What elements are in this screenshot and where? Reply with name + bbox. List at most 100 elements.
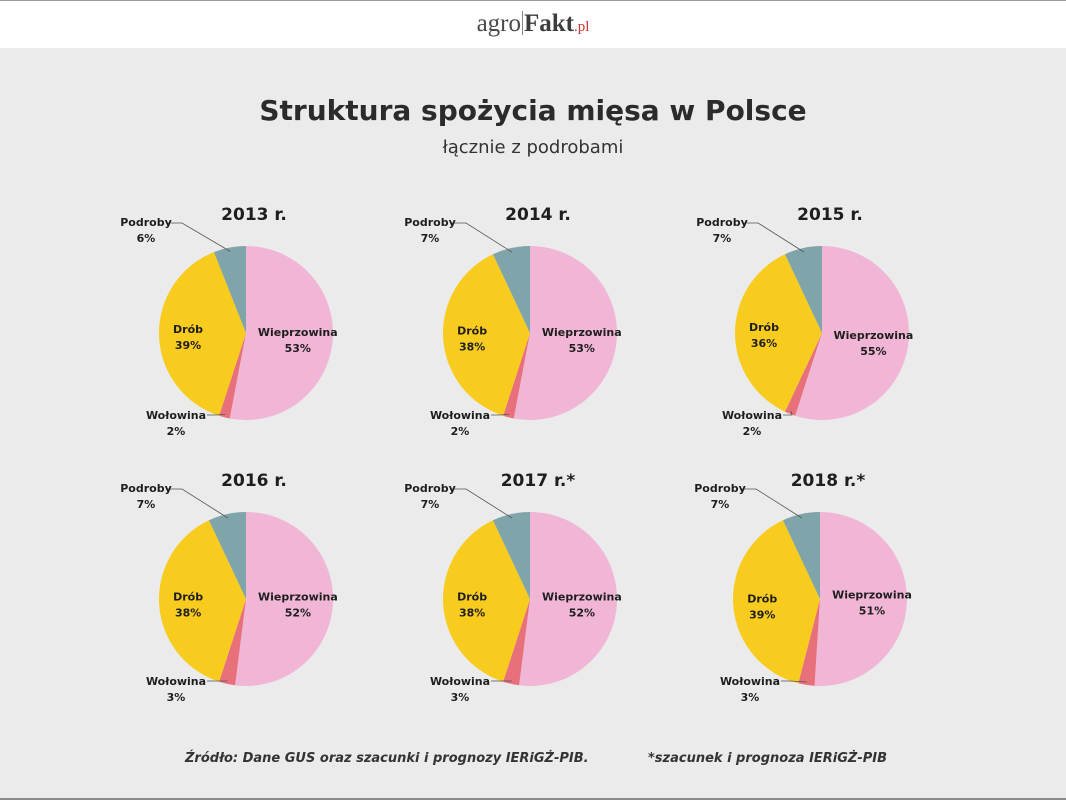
pie-slice-wieprzowina (795, 246, 910, 420)
slice-value-wolowina: 2% (167, 425, 186, 438)
pie-slice-drob (443, 520, 530, 682)
logo-divider (522, 11, 523, 35)
slice-label-drob: Drób (457, 591, 487, 604)
slice-label-wolowina: Wołowina (430, 409, 490, 422)
logo-text-fakt: Fakt (524, 10, 574, 37)
logo-text-agro: agro (476, 10, 521, 37)
slice-label-wieprzowina: Wieprzowina (832, 589, 912, 602)
slice-label-drob: Drób (747, 592, 777, 605)
slice-value-wieprzowina: 52% (285, 606, 311, 619)
leader-line-podroby (450, 222, 513, 253)
logo-text-pl: .pl (574, 19, 590, 35)
pie-slice-wieprzowina (519, 512, 618, 687)
leader-line-podroby (742, 222, 805, 253)
slice-label-podroby: Podroby (120, 216, 172, 229)
slice-label-drob: Drób (173, 591, 203, 604)
forecast-note: *szacunek i prognoza IERiGŻ-PIB (648, 751, 888, 766)
pie-slice-wolowina (798, 599, 820, 686)
leader-line-podroby (166, 222, 231, 252)
slice-label-wieprzowina: Wieprzowina (833, 329, 913, 342)
slice-value-drob: 38% (175, 607, 201, 620)
pie-chart-2013-r: 2013 r. Wieprzowina 53% Drób 39% Podroby 6% Woł… (120, 205, 337, 438)
pie-title: 2017 r.* (501, 471, 576, 491)
pie-slice-drob (735, 254, 822, 412)
slice-value-wolowina: 3% (741, 691, 760, 704)
leader-line-podroby (740, 488, 803, 519)
leader-line-wolowina (207, 414, 226, 416)
slice-label-wolowina: Wołowina (430, 675, 490, 688)
slice-label-wolowina: Wołowina (146, 409, 206, 422)
pie-slice-podroby (492, 246, 530, 333)
leader-line-podroby (166, 488, 229, 519)
slice-value-wolowina: 2% (451, 425, 470, 438)
slice-label-podroby: Podroby (694, 482, 746, 495)
slice-value-podroby: 7% (713, 232, 732, 245)
slice-label-wieprzowina: Wieprzowina (258, 590, 338, 603)
pie-slice-wieprzowina (814, 512, 907, 686)
slice-value-podroby: 7% (137, 498, 156, 511)
slice-value-drob: 39% (175, 339, 201, 352)
pie-chart-2018-r: 2018 r.* Wieprzowina 51% Drób 39% Podroby 7% Wo… (694, 471, 912, 704)
pie-slice-drob (159, 520, 246, 682)
pie-slice-podroby (208, 512, 246, 599)
slice-value-podroby: 6% (137, 232, 156, 245)
pie-slice-wolowina (784, 333, 822, 416)
slice-value-wieprzowina: 55% (860, 345, 886, 358)
pie-title: 2014 r. (505, 205, 571, 225)
slice-label-wolowina: Wołowina (722, 409, 782, 422)
slice-label-podroby: Podroby (404, 482, 456, 495)
slice-value-wolowina: 3% (167, 691, 186, 704)
pie-slice-drob (732, 520, 820, 684)
slice-label-wolowina: Wołowina (720, 675, 780, 688)
pie-slice-wolowina (503, 599, 530, 686)
slice-value-wieprzowina: 53% (285, 342, 311, 355)
slice-value-drob: 38% (459, 607, 485, 620)
slice-value-podroby: 7% (711, 498, 730, 511)
pie-chart-2017-r: 2017 r.* Wieprzowina 52% Drób 38% Podroby 7% Wo… (404, 471, 622, 704)
pie-title: 2015 r. (797, 205, 863, 225)
pie-title: 2013 r. (221, 205, 287, 225)
slice-value-drob: 39% (749, 608, 775, 621)
slice-value-drob: 36% (751, 337, 777, 350)
header-bar: agro Fakt.pl (0, 0, 1066, 48)
pie-chart-2014-r: 2014 r. Wieprzowina 53% Drób 38% Podroby 7% Woł… (404, 205, 621, 438)
pie-slice-wolowina (219, 333, 246, 419)
slice-value-wieprzowina: 52% (569, 606, 595, 619)
slice-value-wolowina: 3% (451, 691, 470, 704)
pie-slice-drob (159, 252, 246, 416)
slice-value-podroby: 7% (421, 232, 440, 245)
pie-slice-podroby (492, 512, 530, 599)
leader-line-wolowina (781, 680, 807, 683)
slice-label-wieprzowina: Wieprzowina (258, 326, 338, 339)
source-note: Źródło: Dane GUS oraz szacunki i prognoz… (185, 751, 589, 766)
pie-slice-drob (443, 254, 530, 416)
leader-line-podroby (450, 488, 513, 519)
slice-label-podroby: Podroby (404, 216, 456, 229)
site-logo[interactable]: agro Fakt.pl (0, 9, 1066, 42)
leader-line-wolowina (783, 411, 793, 416)
slice-label-drob: Drób (457, 325, 487, 338)
chart-title: Struktura spożycia mięsa w Polsce (259, 94, 807, 127)
slice-label-wieprzowina: Wieprzowina (542, 590, 622, 603)
bottom-border (0, 798, 1066, 800)
pie-title: 2016 r. (221, 471, 287, 491)
slice-label-wolowina: Wołowina (146, 675, 206, 688)
slice-label-drob: Drób (749, 321, 779, 334)
pie-title: 2018 r.* (791, 471, 866, 491)
slice-value-drob: 38% (459, 341, 485, 354)
pie-slice-podroby (784, 246, 822, 333)
slice-label-drob: Drób (173, 323, 203, 336)
pie-chart-2015-r: 2015 r. Wieprzowina 55% Drób 36% Podroby 7% Woł… (696, 205, 913, 438)
leader-line-wolowina (491, 414, 510, 416)
pie-slice-wolowina (219, 599, 246, 686)
pie-chart-2016-r: 2016 r. Wieprzowina 52% Drób 38% Podroby 7% Woł… (120, 471, 338, 704)
pie-slice-wieprzowina (229, 246, 333, 420)
slice-value-wieprzowina: 53% (569, 342, 595, 355)
pie-slice-podroby (213, 246, 246, 333)
pie-slice-wolowina (503, 333, 530, 419)
slice-value-podroby: 7% (421, 498, 440, 511)
chart-subtitle: łącznie z podrobami (442, 137, 624, 158)
slice-value-wolowina: 2% (743, 425, 762, 438)
pie-slice-wieprzowina (513, 246, 617, 420)
